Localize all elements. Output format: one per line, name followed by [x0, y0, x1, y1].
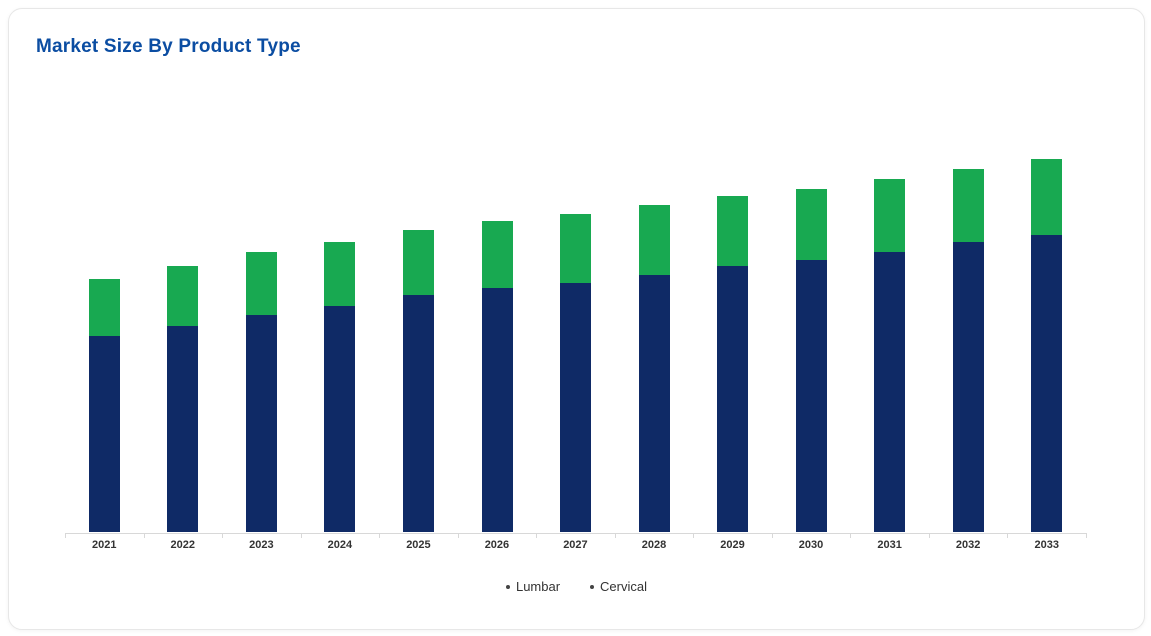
bar-2031[interactable]	[874, 179, 906, 532]
bar-segment-lumbar-2028[interactable]	[638, 274, 670, 532]
bar-2022[interactable]	[167, 265, 199, 532]
x-axis-tick	[144, 533, 145, 538]
bar-segment-lumbar-2025[interactable]	[402, 294, 434, 532]
x-axis-tick	[772, 533, 773, 538]
bar-2026[interactable]	[481, 221, 513, 532]
legend-label: Lumbar	[515, 579, 561, 594]
bar-segment-lumbar-2032[interactable]	[952, 241, 984, 532]
x-axis-label-2028: 2028	[641, 539, 667, 551]
x-axis-tick	[1086, 533, 1087, 538]
bar-2025[interactable]	[402, 229, 434, 532]
bar-segment-cervical-2032[interactable]	[952, 169, 984, 242]
bar-2027[interactable]	[560, 214, 591, 532]
legend: Lumbar Cervical	[9, 579, 1144, 594]
bar-segment-lumbar-2026[interactable]	[481, 287, 513, 532]
bar-2029[interactable]	[717, 196, 749, 532]
x-axis-label-2029: 2029	[720, 539, 745, 551]
bar-segment-lumbar-2030[interactable]	[795, 259, 827, 532]
plot-area: 2021 2022 2023 2024 2025 2026 2027 2028 2029 2030…	[65, 141, 1087, 551]
x-axis-tick	[536, 533, 537, 538]
bar-segment-lumbar-2027[interactable]	[560, 282, 591, 532]
bar-segment-cervical-2029[interactable]	[717, 196, 749, 267]
legend-dot-icon	[505, 584, 510, 589]
x-axis-tick	[615, 533, 616, 538]
bar-segment-cervical-2022[interactable]	[167, 265, 199, 326]
x-axis-tick	[458, 533, 459, 538]
x-axis-label-2025: 2025	[406, 539, 431, 551]
bar-2024[interactable]	[324, 242, 356, 532]
x-axis-tick	[929, 533, 930, 538]
x-axis-tick	[222, 533, 223, 538]
x-axis-line	[65, 533, 1086, 534]
bar-2032[interactable]	[952, 169, 984, 532]
bar-2030[interactable]	[795, 188, 827, 532]
legend-item-cervical[interactable]: Cervical	[590, 579, 647, 594]
x-axis-label-2023: 2023	[249, 539, 274, 551]
x-axis-tick	[301, 533, 302, 538]
x-axis-label-2022: 2022	[170, 539, 195, 551]
x-axis-label-2027: 2027	[563, 539, 588, 551]
bar-segment-cervical-2033[interactable]	[1031, 158, 1063, 235]
bar-segment-lumbar-2022[interactable]	[167, 325, 199, 532]
bar-segment-lumbar-2033[interactable]	[1031, 234, 1063, 532]
bar-segment-lumbar-2023[interactable]	[245, 315, 277, 532]
bar-2028[interactable]	[638, 205, 670, 532]
bar-segment-cervical-2030[interactable]	[795, 188, 827, 260]
bar-segment-cervical-2024[interactable]	[324, 242, 356, 306]
x-axis-label-2030: 2030	[798, 539, 824, 551]
x-axis-tick	[693, 533, 694, 538]
chart-title: Market Size By Product Type	[36, 36, 301, 57]
x-axis-label-2021: 2021	[92, 539, 117, 551]
bar-2033[interactable]	[1031, 158, 1063, 532]
bar-segment-lumbar-2021[interactable]	[88, 336, 120, 532]
bar-segment-cervical-2028[interactable]	[638, 205, 670, 275]
bar-2021[interactable]	[88, 278, 120, 532]
bar-segment-cervical-2031[interactable]	[874, 179, 906, 252]
x-axis-label-2032: 2032	[955, 539, 981, 551]
bar-segment-lumbar-2031[interactable]	[874, 251, 906, 532]
bar-segment-cervical-2023[interactable]	[245, 251, 277, 316]
x-axis-tick	[379, 533, 380, 538]
bar-2023[interactable]	[245, 251, 277, 532]
x-axis-tick	[1007, 533, 1008, 538]
legend-dot-icon	[590, 584, 595, 589]
x-axis-label-2024: 2024	[327, 539, 353, 551]
legend-item-lumbar[interactable]: Lumbar	[505, 579, 561, 594]
bar-segment-lumbar-2029[interactable]	[717, 266, 749, 532]
legend-label: Cervical	[600, 579, 648, 594]
x-axis-tick	[850, 533, 851, 538]
bar-segment-cervical-2027[interactable]	[560, 214, 591, 283]
bar-segment-cervical-2021[interactable]	[88, 278, 120, 336]
chart-card: Market Size By Product Type 2021 2022 2023…	[8, 8, 1145, 630]
bar-segment-cervical-2025[interactable]	[402, 229, 434, 295]
bar-segment-lumbar-2024[interactable]	[324, 305, 356, 532]
x-axis-tick	[65, 533, 66, 538]
x-axis-label-2033: 2033	[1034, 539, 1059, 551]
x-axis-label-2031: 2031	[877, 539, 902, 551]
x-axis-label-2026: 2026	[484, 539, 510, 551]
bar-segment-cervical-2026[interactable]	[481, 221, 513, 288]
